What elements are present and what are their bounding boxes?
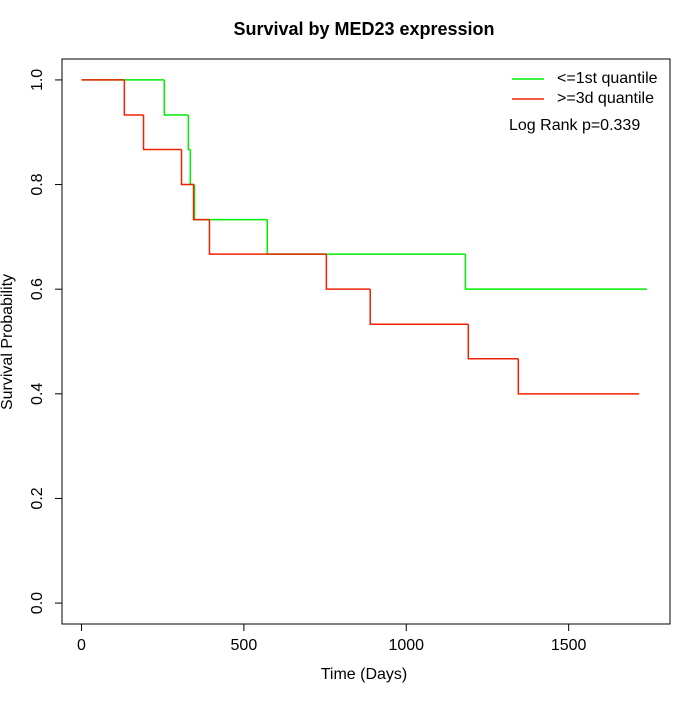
plot-frame <box>61 58 671 625</box>
chart-title: Survival by MED23 expression <box>233 19 494 39</box>
x-tick-label: 1500 <box>551 637 587 654</box>
y-tick-label: 0.4 <box>29 383 46 405</box>
survival-step <box>467 324 519 360</box>
survival-step <box>266 219 466 255</box>
survival-step <box>208 219 327 255</box>
legend-label: <=1st quantile <box>557 70 658 87</box>
y-tick-label: 0.0 <box>29 592 46 614</box>
y-tick-label: 1.0 <box>29 69 46 91</box>
y-tick-label: 0.2 <box>29 487 46 509</box>
survival-step <box>189 149 195 186</box>
x-tick-label: 1000 <box>388 637 424 654</box>
survival-step <box>187 114 191 151</box>
survival-step <box>193 184 268 221</box>
survival-step <box>517 358 640 395</box>
survival-step <box>369 289 469 325</box>
y-tick-label: 0.6 <box>29 278 46 300</box>
x-tick-label: 0 <box>77 637 86 654</box>
annotation: Log Rank p=0.339 <box>509 117 640 134</box>
legend-label: >=3d quantile <box>557 90 654 107</box>
survival-step <box>142 114 182 151</box>
survival-step <box>123 79 144 116</box>
survival-step <box>180 149 194 186</box>
survival-step <box>464 254 647 290</box>
survival-step <box>325 254 371 290</box>
survival-step <box>163 79 189 116</box>
y-axis-label: Survival Probability <box>0 274 16 410</box>
survival-step <box>192 184 210 221</box>
x-axis-label: Time (Days) <box>321 666 408 683</box>
y-tick-label: 0.8 <box>29 173 46 195</box>
x-tick-label: 500 <box>231 637 258 654</box>
